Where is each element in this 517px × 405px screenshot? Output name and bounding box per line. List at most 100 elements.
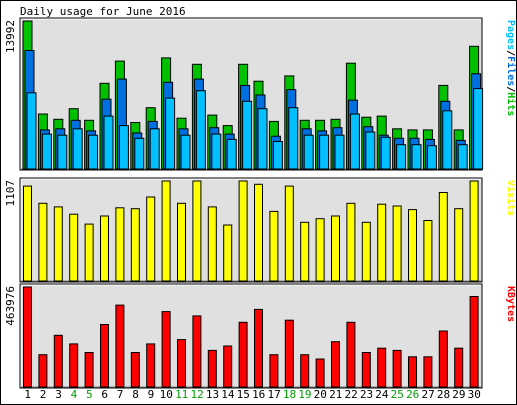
bar-pages-day-25: [396, 144, 407, 170]
bar-pages-day-30: [473, 88, 484, 170]
bar-visits-day-29: [454, 208, 464, 282]
bar-visits-day-10: [161, 180, 171, 282]
day-label: 26: [406, 388, 419, 401]
panel-frame: [19, 283, 483, 389]
bar-pages-day-9: [149, 128, 160, 170]
day-label: 4: [71, 388, 78, 401]
bar-kbytes-day-18: [284, 319, 294, 388]
bar-pages-day-15: [242, 100, 253, 170]
bar-pages-day-12: [195, 90, 206, 170]
series-legend-label: KBytes: [505, 286, 516, 322]
bar-pages-day-18: [288, 107, 299, 170]
bar-visits-day-30: [469, 180, 479, 282]
bar-visits-day-7: [115, 207, 125, 282]
bar-visits-day-23: [361, 221, 371, 282]
series-legend-label: Visits: [505, 180, 517, 216]
bar-visits-day-22: [346, 202, 356, 282]
panel-hits-files-pages: 13992 Pages/Files/Hits: [4, 17, 517, 171]
bar-visits-day-15: [238, 180, 248, 282]
axis-max-label: 463976: [4, 286, 17, 326]
day-label: 6: [101, 388, 108, 401]
series-kbytes: [23, 286, 479, 388]
bar-kbytes-day-2: [38, 354, 48, 388]
day-label: 9: [148, 388, 155, 401]
day-label: 25: [391, 388, 404, 401]
series-legend-label: Pages/Files/Hits: [505, 20, 517, 116]
bar-visits-day-6: [100, 215, 109, 282]
bar-pages-day-20: [319, 134, 330, 170]
bar-pages-day-27: [426, 145, 437, 170]
bar-pages-day-23: [365, 131, 376, 170]
bar-kbytes-day-16: [254, 308, 263, 388]
day-label: 20: [314, 388, 327, 401]
day-label: 1: [24, 388, 31, 401]
bar-visits-day-3: [53, 206, 63, 282]
day-label: 11: [175, 388, 188, 401]
bar-pages-day-29: [457, 144, 468, 170]
bar-visits-day-16: [254, 183, 263, 282]
bar-kbytes-day-17: [269, 354, 279, 388]
bar-kbytes-day-13: [207, 349, 217, 388]
axis-max-label: 1107: [4, 180, 17, 207]
bar-visits-day-11: [177, 202, 186, 282]
axis-max-label: 13992: [4, 20, 17, 53]
legend-part-1: /: [505, 50, 516, 56]
bar-kbytes-day-1: [23, 286, 32, 388]
day-label: 23: [360, 388, 373, 401]
day-label: 8: [132, 388, 139, 401]
bar-kbytes-day-8: [130, 352, 140, 388]
bar-kbytes-day-3: [53, 334, 63, 388]
day-label: 12: [190, 388, 203, 401]
bar-visits-day-28: [438, 192, 448, 282]
bar-pages-day-4: [72, 128, 83, 170]
bar-kbytes-day-22: [346, 321, 356, 388]
legend-part-0: Pages: [505, 20, 516, 50]
bar-pages-day-21: [334, 134, 345, 170]
bar-visits-day-8: [130, 208, 140, 282]
bar-pages-day-28: [442, 110, 453, 170]
bar-pages-day-10: [165, 97, 176, 170]
day-label: 14: [221, 388, 235, 401]
bar-visits-day-12: [192, 180, 202, 282]
bar-pages-day-22: [349, 113, 360, 170]
day-label: 24: [375, 388, 389, 401]
bar-pages-day-24: [380, 136, 391, 170]
bar-kbytes-day-29: [454, 347, 464, 388]
bar-visits-day-27: [423, 220, 433, 282]
day-label: 13: [206, 388, 219, 401]
day-label: 15: [237, 388, 250, 401]
bar-visits-day-1: [23, 185, 32, 282]
bar-kbytes-day-12: [192, 315, 202, 388]
legend-part-4: Hits: [505, 92, 517, 116]
panel-kbytes: 463976 KBytes: [4, 283, 516, 389]
bar-visits-day-21: [331, 215, 340, 282]
panel-frame: [19, 177, 483, 283]
bar-kbytes-day-27: [423, 356, 433, 388]
bar-kbytes-day-15: [238, 321, 248, 388]
bar-visits-day-14: [223, 224, 233, 282]
bar-visits-day-4: [69, 213, 79, 282]
bar-pages-day-17: [272, 141, 283, 170]
panel-visits: 1107 Visits: [4, 177, 517, 283]
day-label: 19: [298, 388, 311, 401]
bar-kbytes-day-10: [161, 311, 171, 388]
day-label: 28: [437, 388, 450, 401]
bar-visits-day-9: [146, 196, 156, 282]
bar-kbytes-day-11: [177, 339, 186, 388]
bar-pages-day-19: [303, 134, 314, 170]
legend-part-0: Visits: [505, 180, 517, 216]
bar-kbytes-day-26: [408, 356, 417, 388]
day-label: 10: [160, 388, 173, 401]
day-label: 5: [86, 388, 93, 401]
bar-kbytes-day-30: [469, 296, 479, 388]
day-label: 16: [252, 388, 265, 401]
bar-visits-day-26: [408, 209, 417, 282]
bar-kbytes-day-21: [331, 341, 340, 388]
bar-visits-day-2: [38, 202, 48, 282]
legend-part-0: KBytes: [505, 286, 516, 322]
bar-pages-day-14: [226, 138, 237, 170]
bar-kbytes-day-9: [146, 343, 156, 388]
bar-pages-day-2: [41, 133, 52, 170]
day-label: 22: [344, 388, 357, 401]
